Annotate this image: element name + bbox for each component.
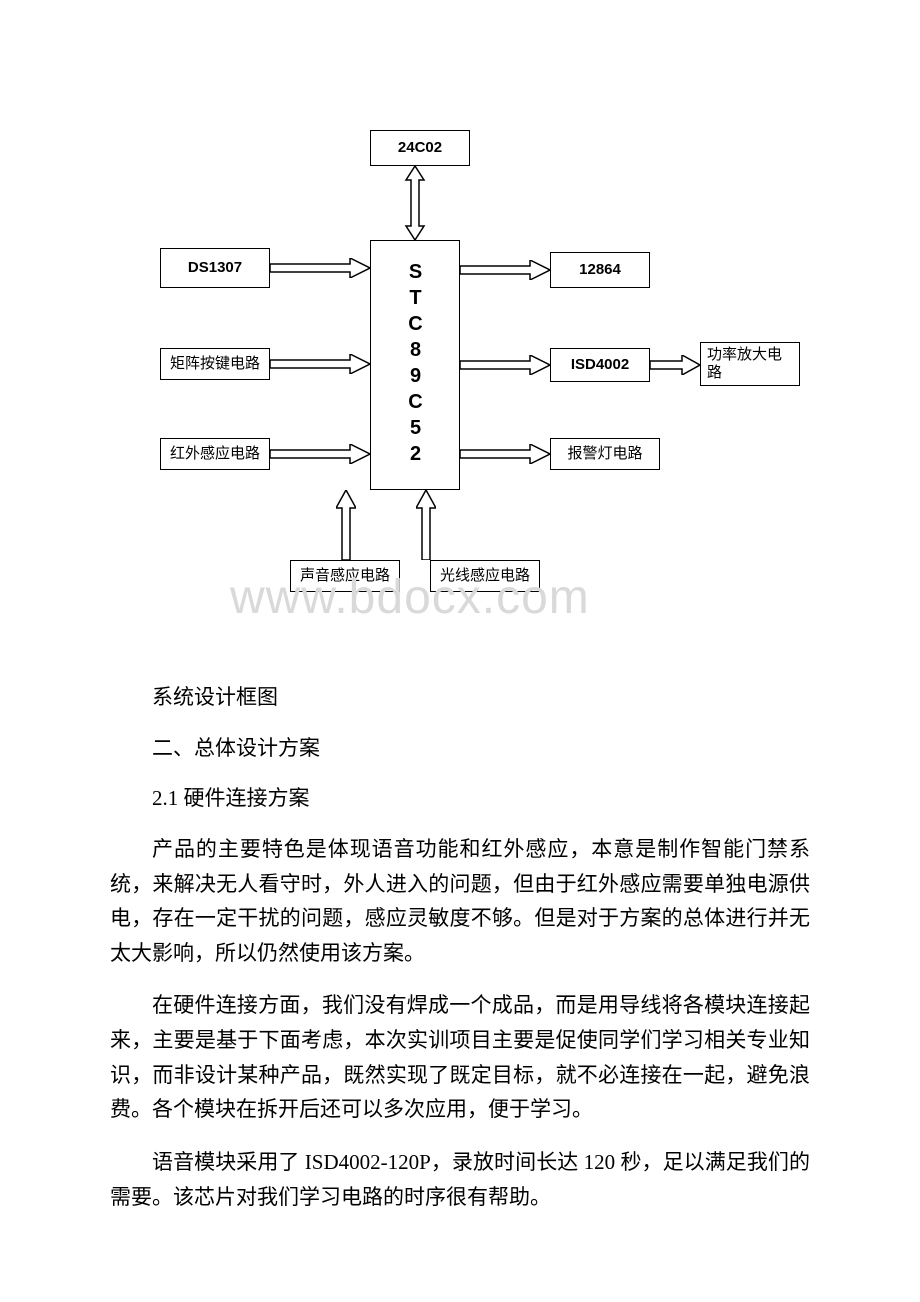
paragraph-3: 语音模块采用了 ISD4002-120P，录放时间长达 120 秒，足以满足我们… — [110, 1145, 810, 1214]
node-keypad: 矩阵按键电路 — [160, 348, 270, 380]
node-24c02: 24C02 — [370, 130, 470, 166]
arrow-24c02-mcu — [404, 166, 426, 240]
figure-caption: 系统设计框图 — [110, 680, 810, 715]
arrow-ir — [270, 444, 370, 464]
paragraph-1: 产品的主要特色是体现语音功能和红外感应，本意是制作智能门禁系统，来解决无人看守时… — [110, 832, 810, 971]
heading-2: 二、总体设计方案 — [110, 731, 810, 766]
node-mcu-label: STC89C52 — [404, 261, 427, 469]
watermark: www.bdocx.com — [230, 570, 590, 625]
node-12864: 12864 — [550, 252, 650, 288]
system-block-diagram: STC89C52 24C02 DS1307 矩阵按键电路 红外感应电路 1286… — [140, 130, 820, 630]
node-isd4002: ISD4002 — [550, 348, 650, 382]
node-ds1307: DS1307 — [160, 248, 270, 288]
arrow-alarm — [460, 444, 550, 464]
node-power-amp: 功率放大电路 — [700, 342, 800, 386]
arrow-isd4002 — [460, 355, 550, 375]
arrow-keypad — [270, 354, 370, 374]
arrow-sound — [336, 490, 356, 560]
arrow-12864 — [460, 260, 550, 280]
node-alarm-led: 报警灯电路 — [550, 438, 660, 470]
heading-3: 2.1 硬件连接方案 — [110, 781, 810, 816]
node-ir-sensor: 红外感应电路 — [160, 438, 270, 470]
document-body: 系统设计框图 二、总体设计方案 2.1 硬件连接方案 产品的主要特色是体现语音功… — [110, 680, 810, 1232]
arrow-power-amp — [650, 355, 700, 375]
node-mcu: STC89C52 — [370, 240, 460, 490]
arrow-light — [416, 490, 436, 560]
paragraph-2: 在硬件连接方面，我们没有焊成一个成品，而是用导线将各模块连接起来，主要是基于下面… — [110, 988, 810, 1127]
arrow-ds1307 — [270, 258, 370, 278]
